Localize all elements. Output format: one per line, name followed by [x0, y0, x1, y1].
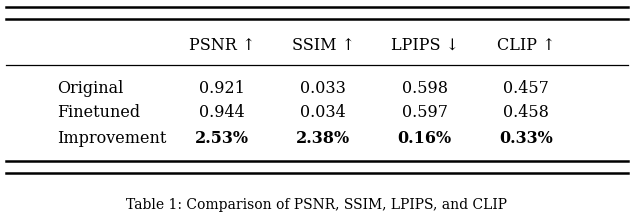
Text: Table 1: Comparison of PSNR, SSIM, LPIPS, and CLIP: Table 1: Comparison of PSNR, SSIM, LPIPS…: [127, 198, 507, 212]
Text: 0.944: 0.944: [199, 104, 245, 122]
Text: Original: Original: [57, 80, 124, 97]
Text: 0.33%: 0.33%: [500, 130, 553, 147]
Text: 0.457: 0.457: [503, 80, 549, 97]
Text: PSNR ↑: PSNR ↑: [189, 37, 255, 54]
Text: 2.38%: 2.38%: [296, 130, 351, 147]
Text: 0.033: 0.033: [301, 80, 346, 97]
Text: 0.16%: 0.16%: [398, 130, 452, 147]
Text: 2.53%: 2.53%: [195, 130, 249, 147]
Text: 0.034: 0.034: [301, 104, 346, 122]
Text: 0.921: 0.921: [199, 80, 245, 97]
Text: LPIPS ↓: LPIPS ↓: [391, 37, 459, 54]
Text: 0.458: 0.458: [503, 104, 549, 122]
Text: SSIM ↑: SSIM ↑: [292, 37, 355, 54]
Text: Improvement: Improvement: [57, 130, 167, 147]
Text: 0.598: 0.598: [402, 80, 448, 97]
Text: Finetuned: Finetuned: [57, 104, 140, 122]
Text: CLIP ↑: CLIP ↑: [497, 37, 555, 54]
Text: 0.597: 0.597: [402, 104, 448, 122]
